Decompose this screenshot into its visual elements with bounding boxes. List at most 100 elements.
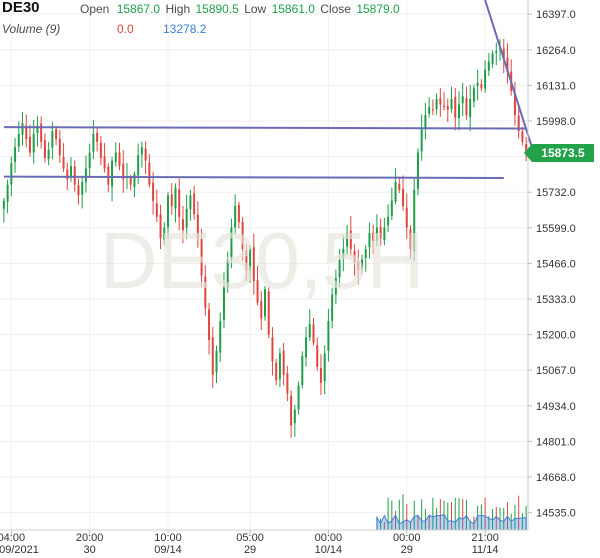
candle-body <box>342 248 345 259</box>
candle-body <box>99 142 102 158</box>
price-tick-label: 15067.0 <box>536 365 576 377</box>
time-tick-label: 00:00 <box>393 532 421 544</box>
time-tick-label: 05:00 <box>236 532 264 544</box>
candle-body <box>118 152 121 166</box>
candle-body <box>305 337 308 358</box>
price-tick-label: 14934.0 <box>536 401 576 413</box>
candle-body <box>84 168 87 183</box>
candle-body <box>55 129 58 140</box>
candle-body <box>312 324 315 343</box>
candle-body <box>465 98 468 116</box>
candle-body <box>521 131 524 142</box>
open-label: Open <box>80 2 110 16</box>
time-tick-label: 20:00 <box>76 532 104 544</box>
candle-body <box>178 189 181 217</box>
candle-body <box>390 200 393 216</box>
candle-body <box>129 177 132 185</box>
date-tick-label: 09/14 <box>154 544 182 556</box>
candle-body <box>278 353 281 380</box>
candle-body <box>111 160 114 187</box>
candle-body <box>517 115 520 132</box>
candle-body <box>506 57 509 73</box>
candle-body <box>140 147 143 155</box>
candle-body <box>338 259 341 278</box>
candle-body <box>334 278 337 295</box>
trendline <box>484 0 535 153</box>
candle-body <box>47 149 50 160</box>
candle-body <box>461 96 464 104</box>
candle-body <box>346 232 349 247</box>
price-tick-label: 15732.0 <box>536 187 576 199</box>
candle-body <box>200 239 203 276</box>
candle-body <box>316 345 319 367</box>
candle-body <box>21 123 24 135</box>
candle-body <box>40 123 43 142</box>
candle-body <box>122 163 125 180</box>
candle-body <box>387 216 390 226</box>
candle-body <box>502 48 505 59</box>
candle-body <box>360 259 363 269</box>
candle-body <box>193 193 196 215</box>
candle-body <box>290 395 293 426</box>
date-tick-label: 29 <box>401 544 413 556</box>
candle-body <box>6 184 9 202</box>
candle-body <box>495 50 498 53</box>
candle-body <box>245 250 248 271</box>
candle-body <box>383 227 386 240</box>
price-tick-label: 15333.0 <box>536 294 576 306</box>
candle-body <box>77 185 80 196</box>
price-axis[interactable]: 16397.016264.016131.015998.015865.015732… <box>527 0 576 530</box>
candle-body <box>420 128 423 152</box>
trendlines[interactable] <box>3 0 535 180</box>
candle-body <box>450 99 453 109</box>
candle-body <box>234 206 237 228</box>
candle-body <box>181 219 184 231</box>
candle-body <box>413 190 416 252</box>
candle-body <box>10 163 13 185</box>
candle-body <box>81 182 84 195</box>
candle-body <box>114 152 117 163</box>
time-tick-label: 00:00 <box>315 532 343 544</box>
candle-body <box>204 276 207 308</box>
candle-body <box>170 194 173 207</box>
candle-body <box>92 133 95 152</box>
price-tick-label: 15998.0 <box>536 116 576 128</box>
volume-change: 0.0 <box>117 22 134 36</box>
candle-body <box>51 131 54 148</box>
current-price-tag: 15873.5 <box>524 144 594 162</box>
price-tick-label: 14668.0 <box>536 472 576 484</box>
candle-body <box>435 99 438 110</box>
close-value: 15879.0 <box>356 2 400 16</box>
candle-body <box>241 221 244 249</box>
price-tick-label: 15200.0 <box>536 330 576 342</box>
candle-body <box>208 309 211 340</box>
candle-body <box>457 104 460 119</box>
candle-body <box>379 226 382 239</box>
candle-body <box>260 301 263 319</box>
volume-bars <box>376 494 527 531</box>
candle-body <box>398 183 401 191</box>
symbol-title[interactable]: DE30 <box>2 0 40 16</box>
candle-body <box>297 385 300 410</box>
candle-body <box>513 93 516 116</box>
candle-body <box>17 133 20 147</box>
candle-body <box>480 84 483 89</box>
time-axis[interactable]: 04:0008/09/202120:003010:0009/1405:00290… <box>0 529 528 556</box>
candle-body <box>230 227 233 259</box>
candle-body <box>58 138 61 156</box>
candle-body <box>275 363 278 381</box>
candle-body <box>185 208 188 228</box>
trendline <box>3 175 504 180</box>
candle-body <box>159 214 162 239</box>
candle-body <box>424 115 427 129</box>
candle-body <box>256 280 259 303</box>
candle-body <box>215 350 218 373</box>
low-value: 15861.0 <box>271 2 315 16</box>
candle-body <box>375 227 378 241</box>
candle-body <box>487 61 490 71</box>
time-tick-label: 21:00 <box>471 532 499 544</box>
price-tick-label: 14535.0 <box>536 508 576 520</box>
open-value: 15867.0 <box>116 2 161 16</box>
candle-body <box>364 248 367 259</box>
